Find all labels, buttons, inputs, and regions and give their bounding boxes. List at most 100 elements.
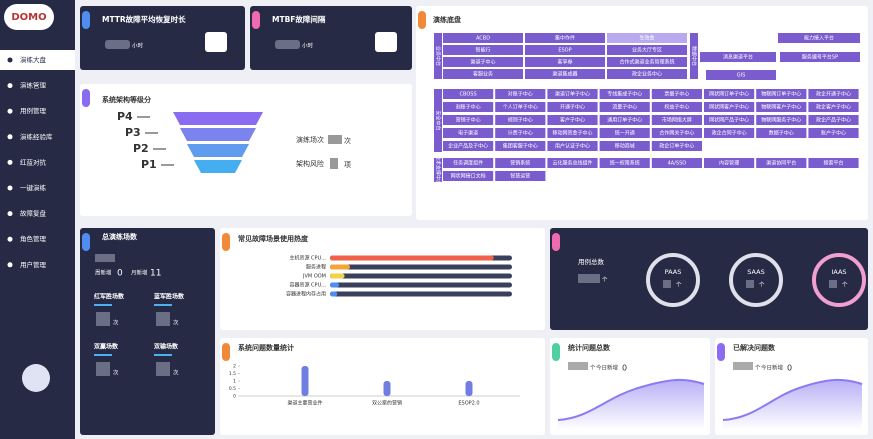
menu-item[interactable]: 故障复盘 <box>20 209 47 218</box>
platform-tag[interactable] <box>495 141 546 151</box>
platform-tag-label: 搜索平台 <box>823 160 843 167</box>
platform-tag[interactable] <box>756 115 807 125</box>
card-title: 演练底盘 <box>433 15 461 24</box>
platform-tag[interactable] <box>599 115 650 125</box>
platform-tag[interactable] <box>443 69 523 79</box>
menu-item[interactable]: 红蓝对抗 <box>20 157 47 166</box>
platform-tag[interactable] <box>607 33 687 43</box>
platform-tag[interactable] <box>607 57 687 67</box>
platform-tag[interactable] <box>547 128 598 138</box>
card-title: 常见故障场景使用热度 <box>238 234 309 243</box>
platform-tag[interactable] <box>547 141 598 151</box>
case-ring <box>812 253 866 307</box>
menu-item[interactable]: 演练管理 <box>20 81 47 90</box>
platform-tag[interactable] <box>495 115 546 125</box>
platform-tag[interactable] <box>599 128 650 138</box>
platform-tag[interactable] <box>756 158 807 168</box>
platform-tag[interactable] <box>599 102 650 112</box>
platform-tag[interactable] <box>607 45 687 55</box>
platform-tag-label: 个人订单子中心 <box>503 104 538 111</box>
menu-item[interactable]: 演练大盘 <box>20 55 47 64</box>
platform-tag[interactable] <box>704 128 755 138</box>
menu-icon <box>7 185 13 191</box>
platform-tag-label: 政企订单子中心 <box>659 143 694 150</box>
platform-tag[interactable] <box>495 158 546 168</box>
platform-tag[interactable] <box>525 45 605 55</box>
platform-tag[interactable] <box>651 115 702 125</box>
platform-tag[interactable] <box>599 158 650 168</box>
platform-tag[interactable] <box>599 89 650 99</box>
platform-tag[interactable] <box>443 57 523 67</box>
platform-tag[interactable] <box>495 128 546 138</box>
platform-tag-label: 权益子中心 <box>664 104 689 111</box>
platform-tag[interactable] <box>756 128 807 138</box>
menu-item[interactable]: 角色管理 <box>20 234 47 243</box>
group-label: 技术支撑中台 <box>435 155 442 185</box>
bar-track <box>330 273 512 279</box>
platform-tag[interactable] <box>704 115 755 125</box>
platform-tag[interactable] <box>780 52 860 62</box>
platform-tag[interactable] <box>704 102 755 112</box>
platform-tag[interactable] <box>547 102 598 112</box>
platform-tag[interactable] <box>443 115 494 125</box>
platform-tag[interactable] <box>704 89 755 99</box>
platform-tag[interactable] <box>495 89 546 99</box>
menu-item[interactable]: 演练经验库 <box>20 132 53 141</box>
platform-tag[interactable] <box>443 33 523 43</box>
blur <box>330 158 338 169</box>
platform-tag[interactable] <box>607 69 687 79</box>
platform-tag[interactable] <box>808 89 859 99</box>
platform-tag[interactable] <box>808 158 859 168</box>
card-title: 统计问题总数 <box>568 343 611 352</box>
platform-tag[interactable] <box>443 158 494 168</box>
group-label-box <box>434 158 442 182</box>
menu-item[interactable]: 一键演练 <box>20 183 47 192</box>
group-label: 业务中台 <box>435 46 442 66</box>
platform-tag[interactable] <box>651 128 702 138</box>
menu-item[interactable]: 用例管理 <box>20 106 47 115</box>
platform-tag[interactable] <box>443 89 494 99</box>
platform-tag-label: 物联网服务子中心 <box>761 117 801 124</box>
platform-tag[interactable] <box>443 128 494 138</box>
platform-tag[interactable] <box>808 128 859 138</box>
bar-track <box>330 282 512 288</box>
platform-tag[interactable] <box>525 57 605 67</box>
platform-tag[interactable] <box>808 115 859 125</box>
level-label: P4 <box>117 110 133 123</box>
platform-tag[interactable] <box>547 89 598 99</box>
platform-tag[interactable] <box>443 102 494 112</box>
platform-tag[interactable] <box>651 141 702 151</box>
platform-tag-label: 数据子中心 <box>769 130 794 137</box>
platform-tag[interactable] <box>778 33 860 43</box>
platform-tag[interactable] <box>704 158 755 168</box>
platform-tag[interactable] <box>443 45 523 55</box>
platform-tag[interactable] <box>547 158 598 168</box>
platform-tag[interactable] <box>495 102 546 112</box>
platform-tag[interactable] <box>443 171 494 181</box>
platform-tag[interactable] <box>443 141 494 151</box>
platform-tag[interactable] <box>525 69 605 79</box>
drill-label: 演练场次 <box>296 135 324 144</box>
platform-tag[interactable] <box>700 52 776 62</box>
platform-tag[interactable] <box>525 33 605 43</box>
platform-tag-label: 网状网接口文档 <box>451 173 486 180</box>
platform-tag[interactable] <box>651 89 702 99</box>
platform-tag[interactable] <box>808 102 859 112</box>
y-tick-label: 1 <box>233 379 236 385</box>
platform-tag[interactable] <box>599 141 650 151</box>
platform-tag[interactable] <box>756 89 807 99</box>
bar <box>330 264 351 270</box>
blur <box>578 274 600 283</box>
funnel-level <box>173 112 263 125</box>
platform-tag[interactable] <box>756 102 807 112</box>
platform-tag[interactable] <box>547 115 598 125</box>
platform-tag[interactable] <box>651 102 702 112</box>
blur <box>95 254 115 262</box>
platform-tag[interactable] <box>651 158 702 168</box>
menu-item[interactable]: 用户管理 <box>20 260 47 269</box>
platform-tag[interactable] <box>495 171 546 181</box>
case-kind: PAAS <box>665 268 682 276</box>
platform-tag-label: 统一权限系统 <box>610 160 640 167</box>
platform-tag[interactable] <box>706 70 776 80</box>
blur <box>746 280 754 288</box>
